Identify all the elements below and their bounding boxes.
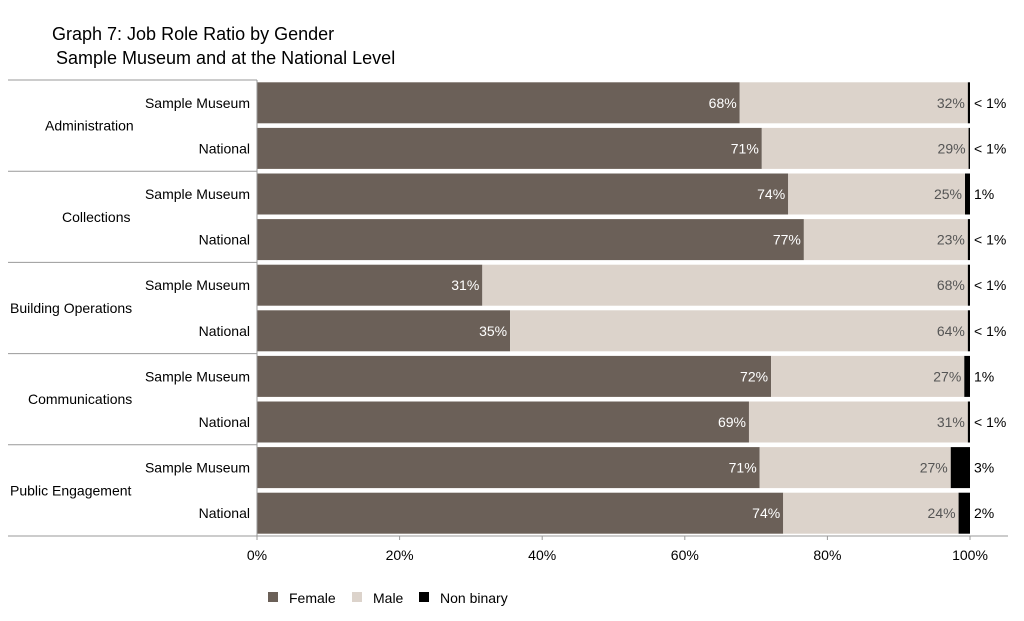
bar-non-binary <box>965 173 970 215</box>
row-label: Sample Museum <box>145 368 250 384</box>
bar-male <box>759 447 951 489</box>
data-label: 3% <box>974 460 994 476</box>
row-label: National <box>199 232 250 248</box>
bar-non-binary <box>967 219 970 261</box>
bar-non-binary <box>968 127 970 169</box>
legend: Female Male Non binary <box>268 590 508 606</box>
bar-male <box>803 219 968 261</box>
legend-label: Female <box>289 590 336 606</box>
bar-female <box>257 173 789 215</box>
bar-non-binary <box>967 310 970 352</box>
data-label: 25% <box>934 186 962 202</box>
data-label: < 1% <box>974 232 1006 248</box>
row-label: National <box>199 414 250 430</box>
bar-female <box>257 127 762 169</box>
bar-male <box>783 492 959 534</box>
group-label: Communications <box>28 391 132 407</box>
bar-male <box>761 127 969 169</box>
row-label: National <box>199 140 250 156</box>
row-label: Sample Museum <box>145 95 250 111</box>
bar-female <box>257 310 511 352</box>
data-label: 31% <box>451 277 479 293</box>
data-label: 2% <box>974 505 994 521</box>
bar-non-binary <box>967 82 970 124</box>
data-label: < 1% <box>974 95 1006 111</box>
data-label: 1% <box>974 368 994 384</box>
bar-male <box>739 82 968 124</box>
x-tick-label: 20% <box>386 547 414 563</box>
data-label: 68% <box>937 277 965 293</box>
data-label: < 1% <box>974 414 1006 430</box>
chart-subtitle: Sample Museum and at the National Level <box>56 48 395 68</box>
legend-label: Non binary <box>440 590 508 606</box>
data-label: 74% <box>757 186 785 202</box>
data-label: 71% <box>731 140 759 156</box>
group-label: Administration <box>45 118 134 134</box>
bar-female <box>257 355 772 397</box>
row-label: National <box>199 505 250 521</box>
x-tick-label: 60% <box>671 547 699 563</box>
bar-male <box>482 264 968 306</box>
data-label: 27% <box>920 460 948 476</box>
bar-non-binary <box>967 401 970 443</box>
data-label: < 1% <box>974 323 1006 339</box>
legend-swatch-non-binary <box>419 592 429 602</box>
bar-female <box>257 82 740 124</box>
data-label: 24% <box>928 505 956 521</box>
group-label: Public Engagement <box>10 482 132 498</box>
x-tick-label: 0% <box>247 547 267 563</box>
data-label: 35% <box>479 323 507 339</box>
bar-female <box>257 264 483 306</box>
legend-swatch-male <box>352 592 362 602</box>
x-tick-label: 80% <box>813 547 841 563</box>
data-label: 31% <box>937 414 965 430</box>
data-label: 74% <box>752 505 780 521</box>
data-label: < 1% <box>974 277 1006 293</box>
data-label: 77% <box>773 232 801 248</box>
bar-female <box>257 447 760 489</box>
legend-swatch-female <box>268 592 278 602</box>
plot-area: Administration Sample Museum 68% 32% < 1% Nat… <box>8 79 1008 563</box>
data-label: 64% <box>937 323 965 339</box>
data-label: 29% <box>938 140 966 156</box>
data-label: 32% <box>937 95 965 111</box>
x-tick-label: 100% <box>952 547 988 563</box>
bar-male <box>510 310 968 352</box>
data-label: 27% <box>933 368 961 384</box>
bar-male <box>788 173 966 215</box>
bar-non-binary <box>964 355 970 397</box>
group-label: Building Operations <box>10 300 132 316</box>
data-label: 72% <box>740 368 768 384</box>
data-label: 69% <box>718 414 746 430</box>
bar-female <box>257 219 804 261</box>
bar-female <box>257 401 749 443</box>
x-tick-label: 40% <box>528 547 556 563</box>
bar-non-binary <box>967 264 970 306</box>
group-label: Collections <box>62 209 130 225</box>
legend-label: Male <box>373 590 404 606</box>
row-label: Sample Museum <box>145 277 250 293</box>
bar-male <box>748 401 968 443</box>
bar-non-binary <box>950 447 970 489</box>
bar-female <box>257 492 784 534</box>
data-label: 68% <box>709 95 737 111</box>
bar-non-binary <box>958 492 970 534</box>
row-label: Sample Museum <box>145 460 250 476</box>
bar-male <box>771 355 965 397</box>
chart-title: Graph 7: Job Role Ratio by Gender <box>52 24 334 44</box>
row-label: Sample Museum <box>145 186 250 202</box>
data-label: 23% <box>937 232 965 248</box>
data-label: 1% <box>974 186 994 202</box>
row-label: National <box>199 323 250 339</box>
data-label: 71% <box>729 460 757 476</box>
data-label: < 1% <box>974 140 1006 156</box>
